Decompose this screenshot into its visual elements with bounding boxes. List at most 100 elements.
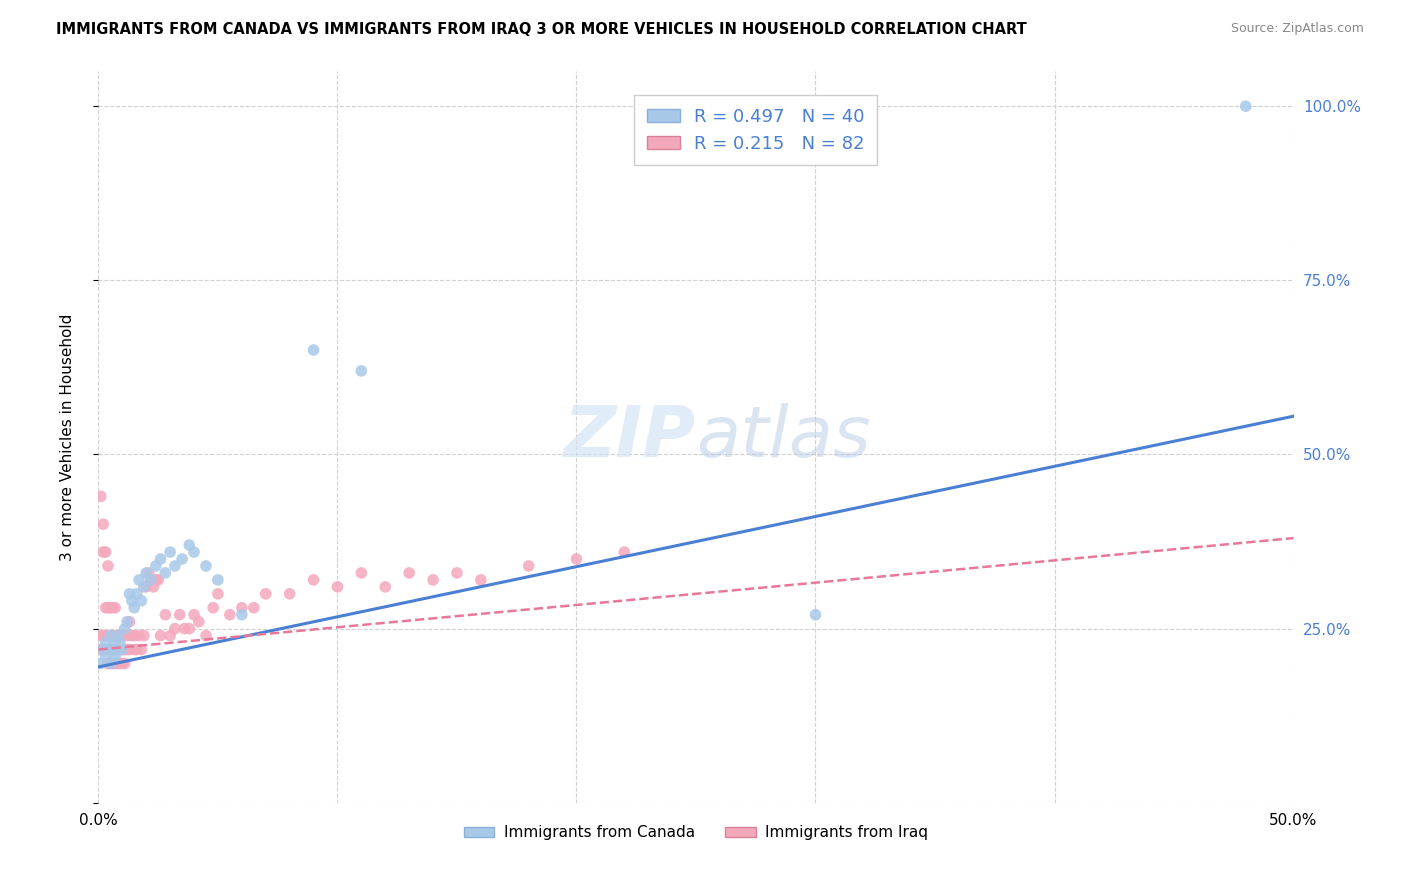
Point: [94, 635, 117, 649]
Point: [98, 657, 122, 671]
Point: [278, 587, 301, 601]
Point: [118, 642, 141, 657]
Point: [108, 635, 131, 649]
Point: [107, 629, 129, 643]
Point: [104, 642, 127, 657]
Point: [104, 635, 127, 649]
Point: [179, 622, 201, 636]
Point: [243, 600, 266, 615]
Point: [98, 600, 122, 615]
Point: [121, 594, 143, 608]
Point: [207, 587, 229, 601]
Point: [183, 607, 205, 622]
Text: atlas: atlas: [696, 402, 870, 472]
Text: IMMIGRANTS FROM CANADA VS IMMIGRANTS FROM IRAQ 3 OR MORE VEHICLES IN HOUSEHOLD C: IMMIGRANTS FROM CANADA VS IMMIGRANTS FRO…: [56, 22, 1026, 37]
Point: [107, 657, 129, 671]
Point: [149, 629, 172, 643]
Point: [142, 580, 165, 594]
Point: [131, 594, 153, 608]
Legend: Immigrants from Canada, Immigrants from Iraq: Immigrants from Canada, Immigrants from …: [458, 819, 934, 847]
Point: [132, 580, 155, 594]
Point: [517, 558, 540, 573]
Point: [163, 558, 186, 573]
Point: [108, 629, 131, 643]
Point: [98, 657, 122, 671]
Point: [97, 642, 120, 657]
Point: [101, 642, 124, 657]
Point: [470, 573, 492, 587]
Point: [94, 545, 117, 559]
Point: [107, 642, 129, 657]
Point: [97, 600, 120, 615]
Point: [91, 517, 114, 532]
Point: [101, 629, 124, 643]
Point: [111, 642, 134, 657]
Point: [107, 642, 129, 657]
Point: [104, 649, 127, 664]
Point: [98, 629, 122, 643]
Point: [111, 642, 134, 657]
Point: [613, 545, 636, 559]
Point: [231, 600, 253, 615]
Point: [139, 573, 162, 587]
Point: [172, 552, 194, 566]
Point: [97, 657, 120, 671]
Point: [159, 629, 181, 643]
Point: [145, 558, 167, 573]
Point: [97, 642, 120, 657]
Point: [111, 657, 134, 671]
Point: [138, 566, 160, 580]
Point: [115, 615, 138, 629]
Point: [90, 629, 112, 643]
Point: [128, 573, 150, 587]
Point: [115, 629, 138, 643]
Point: [374, 580, 396, 594]
Point: [118, 587, 141, 601]
Point: [195, 558, 218, 573]
Point: [148, 573, 170, 587]
Point: [91, 642, 114, 657]
Point: [114, 657, 136, 671]
Point: [132, 629, 155, 643]
Point: [202, 600, 225, 615]
Text: Source: ZipAtlas.com: Source: ZipAtlas.com: [1230, 22, 1364, 36]
Point: [169, 607, 191, 622]
Point: [94, 600, 117, 615]
Point: [101, 642, 124, 657]
Point: [114, 642, 136, 657]
Point: [231, 607, 253, 622]
Point: [125, 642, 148, 657]
Point: [139, 573, 162, 587]
Point: [302, 343, 325, 357]
Point: [159, 545, 181, 559]
Point: [254, 587, 277, 601]
Point: [1234, 99, 1257, 113]
Point: [183, 545, 205, 559]
Point: [398, 566, 420, 580]
Point: [155, 607, 177, 622]
Point: [91, 642, 114, 657]
Point: [124, 629, 146, 643]
Point: [111, 629, 134, 643]
Point: [219, 607, 242, 622]
Point: [195, 629, 218, 643]
Point: [94, 629, 117, 643]
Point: [104, 657, 127, 671]
Point: [121, 629, 143, 643]
Point: [94, 649, 117, 664]
Point: [91, 629, 114, 643]
Point: [97, 558, 120, 573]
Y-axis label: 3 or more Vehicles in Household: 3 or more Vehicles in Household: [60, 313, 75, 561]
Point: [145, 573, 167, 587]
Point: [350, 566, 373, 580]
Point: [124, 600, 146, 615]
Point: [108, 657, 131, 671]
Point: [131, 642, 153, 657]
Point: [101, 600, 124, 615]
Point: [91, 545, 114, 559]
Text: ZIP: ZIP: [564, 402, 696, 472]
Point: [98, 642, 122, 657]
Point: [135, 566, 157, 580]
Point: [90, 642, 112, 657]
Point: [107, 629, 129, 643]
